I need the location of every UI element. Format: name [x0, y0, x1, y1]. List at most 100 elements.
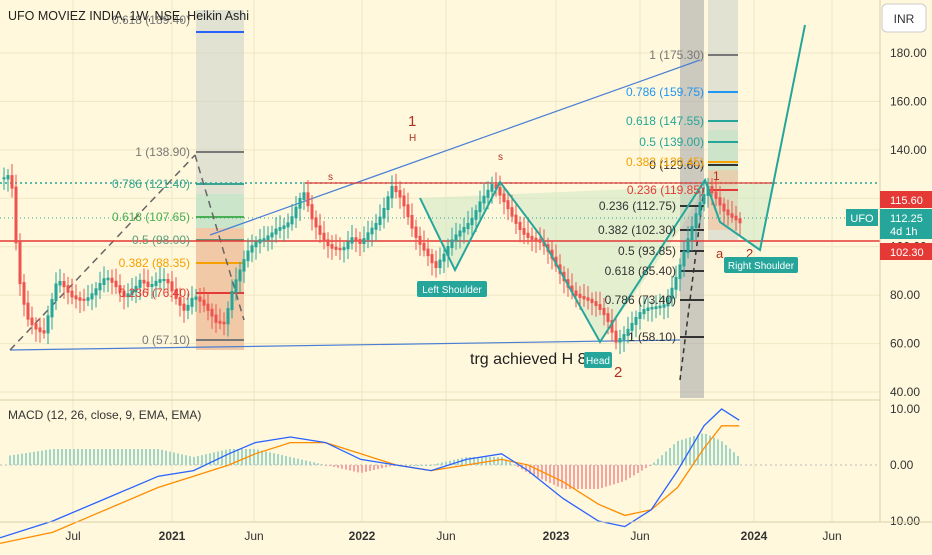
- candle-body: [110, 277, 114, 283]
- candle-body: [62, 281, 66, 288]
- dashed-line-3[interactable]: [679, 179, 706, 381]
- macd-hist-bar: [65, 449, 67, 465]
- time-tick-label: 2023: [543, 529, 570, 543]
- macd-hist-bar: [629, 465, 631, 478]
- candle-body: [426, 248, 430, 257]
- candle-body: [246, 250, 250, 262]
- macd-hist-bar: [201, 455, 203, 465]
- candle-body: [278, 227, 282, 231]
- macd-hist-bar: [585, 465, 587, 489]
- macd-hist-bar: [717, 439, 719, 465]
- candle-body: [430, 254, 434, 264]
- time-axis[interactable]: Jul 2021 Jun 2022 Jun 2023 Jun 2024 Jun: [65, 529, 841, 543]
- candle-body: [434, 261, 438, 269]
- macd-hist-bar: [661, 455, 663, 465]
- candle-body: [690, 226, 694, 241]
- left-shoulder-tag[interactable]: Left Shoulder: [417, 281, 487, 297]
- fib-level-label: 0.382 (130.45): [626, 155, 704, 169]
- currency-button[interactable]: INR: [881, 3, 927, 33]
- candle-body: [282, 225, 286, 230]
- candle-body: [506, 200, 510, 210]
- candle-body: [726, 209, 730, 216]
- macd-hist-bar: [209, 453, 211, 465]
- macd-hist-bar: [21, 453, 23, 465]
- candle-body: [570, 285, 574, 293]
- candle-body: [630, 322, 634, 331]
- candle-body: [642, 309, 646, 315]
- candle-body: [194, 296, 198, 300]
- macd-hist-bar: [505, 459, 507, 465]
- macd-hist-bar: [605, 465, 607, 487]
- macd-hist-bar: [117, 449, 119, 465]
- time-tick-label: Jun: [436, 529, 455, 543]
- fib-level-label: 1 (175.30): [649, 48, 704, 62]
- macd-hist-bar: [125, 449, 127, 465]
- macd-hist-bar: [77, 449, 79, 465]
- candle-body: [362, 238, 366, 245]
- candle-body: [486, 189, 490, 198]
- macd-hist-bar: [721, 441, 723, 465]
- time-tick-label: Jun: [822, 529, 841, 543]
- candle-body: [446, 245, 450, 256]
- candle-body: [666, 297, 670, 307]
- dashed-line-2[interactable]: [194, 154, 245, 321]
- candle-body: [146, 281, 150, 288]
- candle-body: [218, 320, 222, 324]
- candle-body: [30, 317, 34, 326]
- candle-body: [654, 306, 658, 310]
- macd-hist-bar: [421, 465, 423, 466]
- macd-hist-bar: [309, 461, 311, 465]
- macd-hist-bar: [537, 465, 539, 478]
- macd-hist-bar: [273, 453, 275, 465]
- macd-hist-bar: [253, 449, 255, 465]
- support-price-text: 102.30: [890, 247, 924, 259]
- macd-hist-bar: [297, 458, 299, 465]
- trendline-lower[interactable]: [9, 339, 681, 351]
- candle-body: [514, 214, 518, 224]
- macd-hist-bar: [701, 433, 703, 465]
- macd-hist-bar: [61, 449, 63, 465]
- fib-zone-left-green: [196, 194, 244, 228]
- candle-body: [186, 304, 190, 311]
- candle-body: [378, 216, 382, 225]
- macd-hist-bar: [465, 457, 467, 465]
- macd-hist-bar: [333, 465, 335, 467]
- wave-2-label: 2: [614, 364, 622, 381]
- head-tag[interactable]: Head: [584, 352, 612, 368]
- candle-body: [454, 234, 458, 242]
- candle-body: [262, 238, 266, 242]
- macd-hist-bar: [553, 465, 555, 485]
- macd-hist-bar: [181, 454, 183, 465]
- right-shoulder-tag[interactable]: Right Shoulder: [724, 257, 798, 273]
- macd-hist-bar: [461, 458, 463, 465]
- price-tick-label: 60.00: [890, 337, 920, 351]
- macd-hist-bar: [473, 457, 475, 465]
- pattern-zigzag[interactable]: [419, 24, 806, 344]
- candle-body: [622, 333, 626, 341]
- macd-hist-bar: [269, 452, 271, 465]
- macd-hist-bar: [425, 465, 427, 466]
- candle-body: [530, 235, 534, 240]
- macd-hist-bar: [609, 465, 611, 486]
- candle-body: [550, 249, 554, 259]
- macd-hist-bar: [205, 454, 207, 465]
- candle-body: [686, 238, 690, 254]
- wave-s1-label: s: [328, 172, 333, 183]
- macd-hist-bar: [617, 465, 619, 484]
- candle-body: [266, 235, 270, 241]
- time-tick-label: Jun: [630, 529, 649, 543]
- candle-body: [398, 190, 402, 198]
- candle-body: [382, 207, 386, 219]
- macd-hist-bar: [649, 465, 651, 466]
- fib-level-label: 0.236 (112.75): [599, 199, 676, 213]
- candle-body: [638, 312, 642, 319]
- candle-body: [202, 299, 206, 306]
- candle-body: [390, 186, 394, 199]
- macd-hist-bar: [93, 449, 95, 465]
- macd-hist-bar: [733, 452, 735, 465]
- candle-body: [166, 279, 170, 284]
- fib-level-label: 0 (129.60): [649, 158, 704, 172]
- dashed-line-1[interactable]: [9, 154, 196, 351]
